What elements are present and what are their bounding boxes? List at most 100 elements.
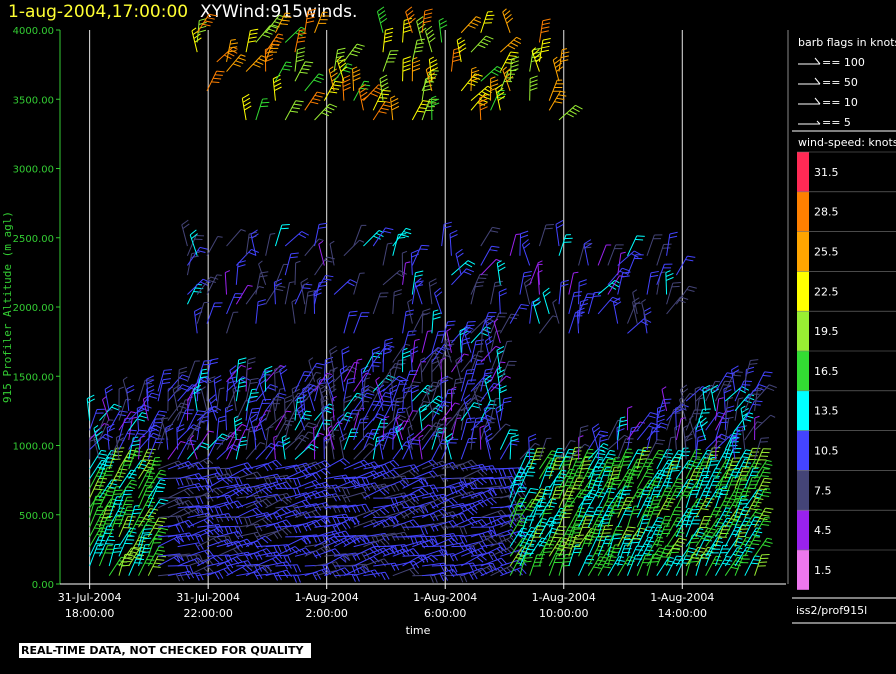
wind-barb [158, 477, 184, 486]
wind-barb [441, 438, 459, 460]
wind-barb [304, 371, 321, 392]
colorbar-swatch [797, 430, 809, 471]
wind-barb [382, 337, 393, 363]
wind-barb [456, 37, 467, 62]
wind-barb [431, 309, 441, 334]
wind-barb [343, 239, 365, 257]
wind-barb [89, 449, 108, 470]
wind-barb [666, 296, 689, 315]
wind-barb [421, 460, 449, 470]
wind-barb [245, 498, 273, 509]
wind-barb [455, 248, 464, 276]
wind-barb [422, 572, 449, 582]
wind-barb [552, 299, 560, 324]
wind-barb [294, 479, 322, 489]
wind-barb [304, 238, 324, 257]
wind-barb [108, 543, 122, 567]
wind-barb [597, 279, 620, 295]
wind-barb [216, 530, 244, 540]
wind-barb [499, 429, 518, 450]
wind-barb [122, 376, 130, 402]
wind-barb [744, 389, 762, 412]
wind-barb [578, 448, 595, 470]
wind-barb [428, 56, 439, 82]
wind-barb [353, 443, 374, 460]
wind-barb [568, 291, 583, 315]
wind-barb [245, 357, 256, 382]
wind-barb [147, 438, 165, 460]
wind-barb [376, 6, 388, 33]
colorbar-label: 7.5 [814, 484, 832, 497]
wind-barb [578, 242, 593, 266]
barb-legend-label: == 100 [822, 56, 865, 69]
barb-legend-label: == 10 [822, 96, 858, 109]
y-tick-label: 1500.00 [13, 372, 54, 383]
wind-barb [578, 279, 587, 305]
wind-barb [304, 467, 331, 480]
wind-barb [470, 66, 480, 91]
wind-barb [441, 417, 452, 441]
wind-barb [136, 404, 145, 431]
wind-barb [118, 496, 134, 518]
wind-barb [675, 285, 697, 305]
wind-barb [235, 357, 247, 382]
wind-barb [636, 412, 659, 431]
wind-barb [102, 396, 110, 421]
wind-barb [373, 459, 400, 470]
wind-barb [402, 505, 429, 514]
header-time: 1-aug-2004,17:00:00 [8, 2, 189, 22]
wind-barb [275, 574, 301, 583]
wind-barb [189, 229, 198, 256]
wind-barb [685, 409, 703, 431]
wind-barb [255, 98, 270, 121]
wind-barb [353, 509, 380, 518]
wind-barb [128, 412, 148, 431]
wind-barb [186, 410, 206, 431]
wind-barb [538, 38, 551, 62]
wind-barb [272, 74, 282, 101]
wind-barb [389, 366, 395, 392]
wind-barb [176, 424, 185, 450]
wind-barb [754, 414, 776, 431]
barb-legend-flag [814, 97, 821, 105]
wind-barb [479, 425, 485, 450]
wind-barb [519, 488, 539, 509]
wind-barb [382, 270, 407, 286]
wind-barb [552, 56, 564, 82]
wind-barb [425, 384, 435, 412]
wind-barb [402, 506, 429, 518]
wind-barb [167, 441, 186, 460]
wind-barb [392, 548, 420, 557]
wind-barb [532, 297, 542, 324]
wind-barb [529, 537, 548, 557]
wind-barb [548, 537, 569, 557]
wind-barb [627, 318, 652, 334]
barb-legend-title: barb flags in knots [798, 36, 896, 49]
wind-barb [138, 524, 152, 547]
wind-barb [754, 459, 773, 480]
wind-barb [343, 503, 371, 512]
wind-barb [646, 449, 665, 470]
colorbar-swatch [797, 231, 809, 272]
colorbar-label: 25.5 [814, 246, 839, 259]
x-tick-date: 31-Jul-2004 [176, 591, 240, 604]
wind-barb [401, 250, 408, 276]
wind-barb [206, 236, 223, 256]
wind-barb [627, 545, 645, 567]
wind-barb [265, 232, 276, 256]
wind-barb [197, 523, 224, 533]
wind-barb [754, 371, 773, 392]
wind-barb [226, 311, 239, 334]
wind-barb [626, 406, 633, 431]
wind-barb [167, 411, 185, 431]
wind-barb [495, 84, 506, 111]
wind-barb [463, 326, 472, 353]
wind-barb [118, 535, 135, 557]
wind-barb [363, 507, 390, 518]
wind-barb [451, 353, 469, 373]
colorbar-swatch [797, 390, 809, 431]
wind-barb [421, 8, 433, 33]
wind-barb [724, 537, 744, 557]
wind-barb [539, 536, 557, 557]
wind-barb [705, 456, 719, 479]
